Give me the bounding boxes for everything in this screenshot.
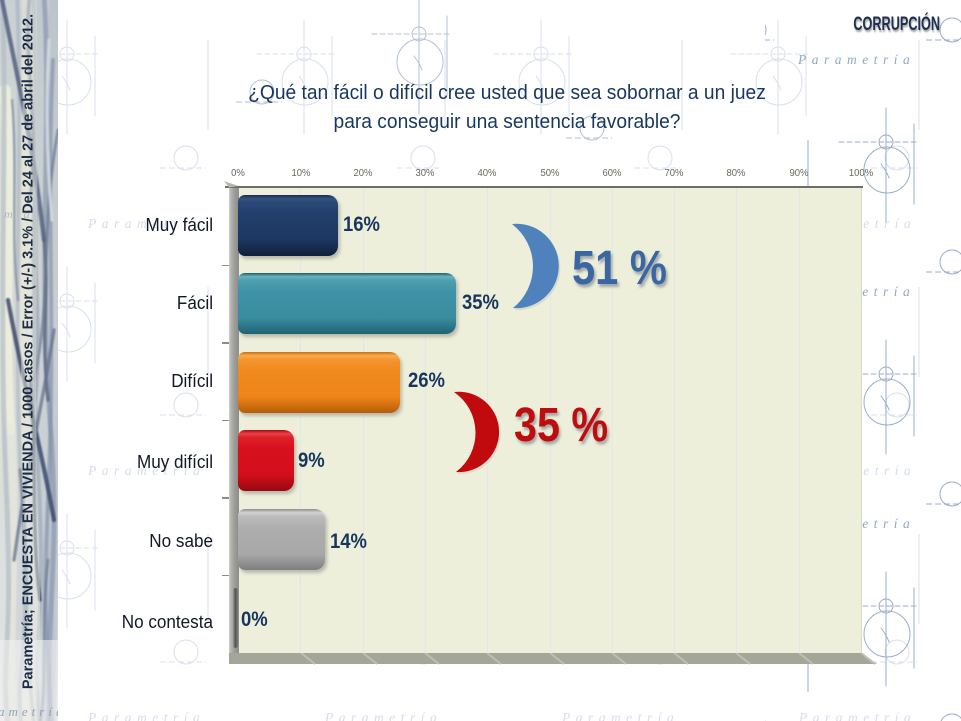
svg-text:ametría: ametría xyxy=(0,704,58,719)
svg-text:am d: am d xyxy=(0,207,34,221)
